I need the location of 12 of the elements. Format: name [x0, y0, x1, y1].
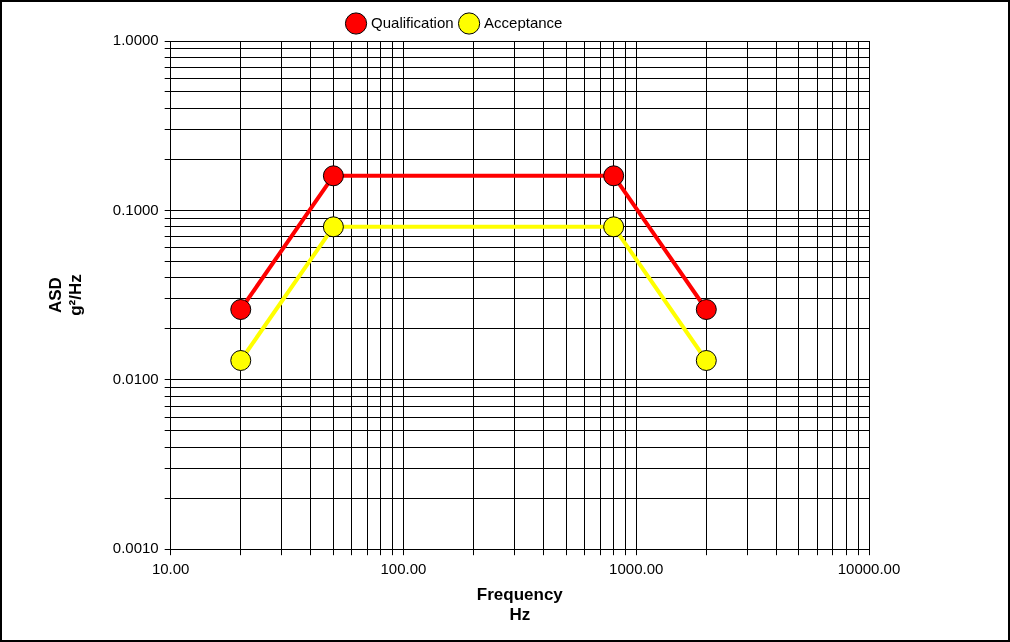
y-axis-title: ASD g²/Hz [45, 274, 86, 316]
x-tick-label: 1000.00 [609, 560, 664, 578]
x-tick-label: 10000.00 [837, 560, 901, 578]
x-tick-label: 100.00 [380, 560, 427, 578]
y-tick-label: 0.0010 [112, 539, 159, 557]
x-axis-title: Frequency Hz [476, 585, 564, 625]
y-tick-label: 0.0100 [112, 369, 159, 387]
y-tick-label: 1.0000 [112, 31, 159, 49]
y-tick-label: 0.1000 [112, 200, 159, 218]
legend-label: Qualification [371, 13, 454, 31]
legend-label: Acceptance [484, 13, 563, 31]
x-tick-label: 10.00 [151, 560, 190, 578]
